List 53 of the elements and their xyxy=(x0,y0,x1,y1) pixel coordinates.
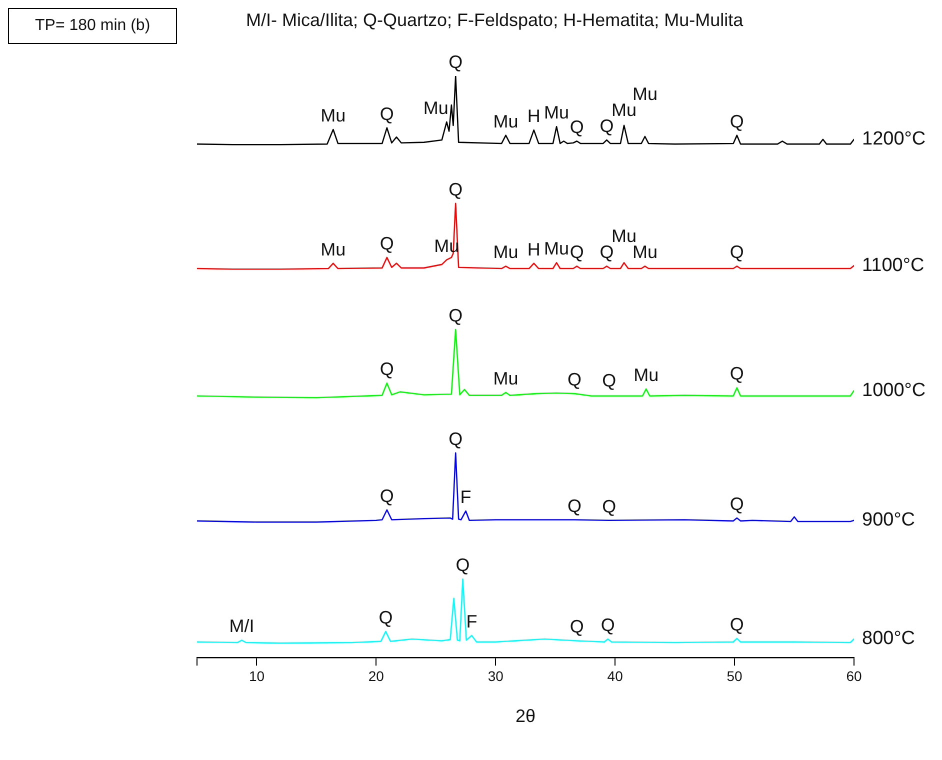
annotation: Q xyxy=(730,111,744,132)
x-tick-label: 20 xyxy=(368,668,384,684)
annotation: Q xyxy=(378,607,393,628)
annotation: Mu xyxy=(493,368,518,388)
annotation: Mu xyxy=(544,102,570,123)
annotation: Q xyxy=(730,364,744,384)
chart-title: M/I- Mica/Ilita; Q-Quartzo; F-Feldspato; H-Hematita; Mu-Mulita xyxy=(246,10,744,31)
annotation: Q xyxy=(570,616,584,637)
x-tick-label: 60 xyxy=(846,668,862,684)
series-label: 800°C xyxy=(862,628,916,650)
annotation: Mu xyxy=(634,364,659,385)
x-tick-label: 30 xyxy=(488,668,504,684)
annotation: Q xyxy=(730,614,744,634)
annotation: H xyxy=(527,239,540,260)
annotation: Q xyxy=(570,117,584,138)
annotation: Q xyxy=(602,496,616,516)
annotation: F xyxy=(460,487,472,508)
annotation: Q xyxy=(600,116,614,136)
annotation: Q xyxy=(570,242,584,262)
annotation: Mu xyxy=(493,111,518,132)
annotation: Q xyxy=(600,614,615,635)
annotation: Q xyxy=(730,242,744,262)
annotation: Mu xyxy=(544,238,570,259)
text: TP= 180 min (b) xyxy=(8,8,178,44)
annotation: Q xyxy=(448,306,463,326)
annotation: Q xyxy=(448,428,463,449)
annotation: Q xyxy=(456,555,470,576)
annotation: Q xyxy=(380,104,394,124)
annotation: Mu xyxy=(320,239,346,260)
series-label: 1000°C xyxy=(862,380,926,401)
annotation: Q xyxy=(730,494,744,514)
annotation: Q xyxy=(448,179,463,200)
annotation: Q xyxy=(380,486,394,506)
x-tick-label: 10 xyxy=(248,668,265,684)
annotation: F xyxy=(466,612,478,632)
x-tick-label: 40 xyxy=(607,668,624,684)
series-label: 900°C xyxy=(862,510,916,531)
annotation: Q xyxy=(380,359,394,380)
series-label: 1200°C xyxy=(862,128,926,150)
annotation: Q xyxy=(567,370,582,390)
annotation: Q xyxy=(448,52,463,72)
x-axis-title: 2θ xyxy=(515,706,536,726)
annotation: Q xyxy=(602,370,616,391)
annotation: Mu xyxy=(423,98,448,118)
annotation: H xyxy=(527,106,540,126)
annotation: Q xyxy=(567,496,582,516)
annotation: Mu xyxy=(493,242,518,262)
annotation: Q xyxy=(600,242,614,262)
annotation: Q xyxy=(380,233,394,254)
series-label: 1100°C xyxy=(862,254,924,276)
x-tick-label: 50 xyxy=(726,668,743,684)
annotation: M/I xyxy=(229,616,254,636)
annotation: Mu xyxy=(320,106,346,126)
